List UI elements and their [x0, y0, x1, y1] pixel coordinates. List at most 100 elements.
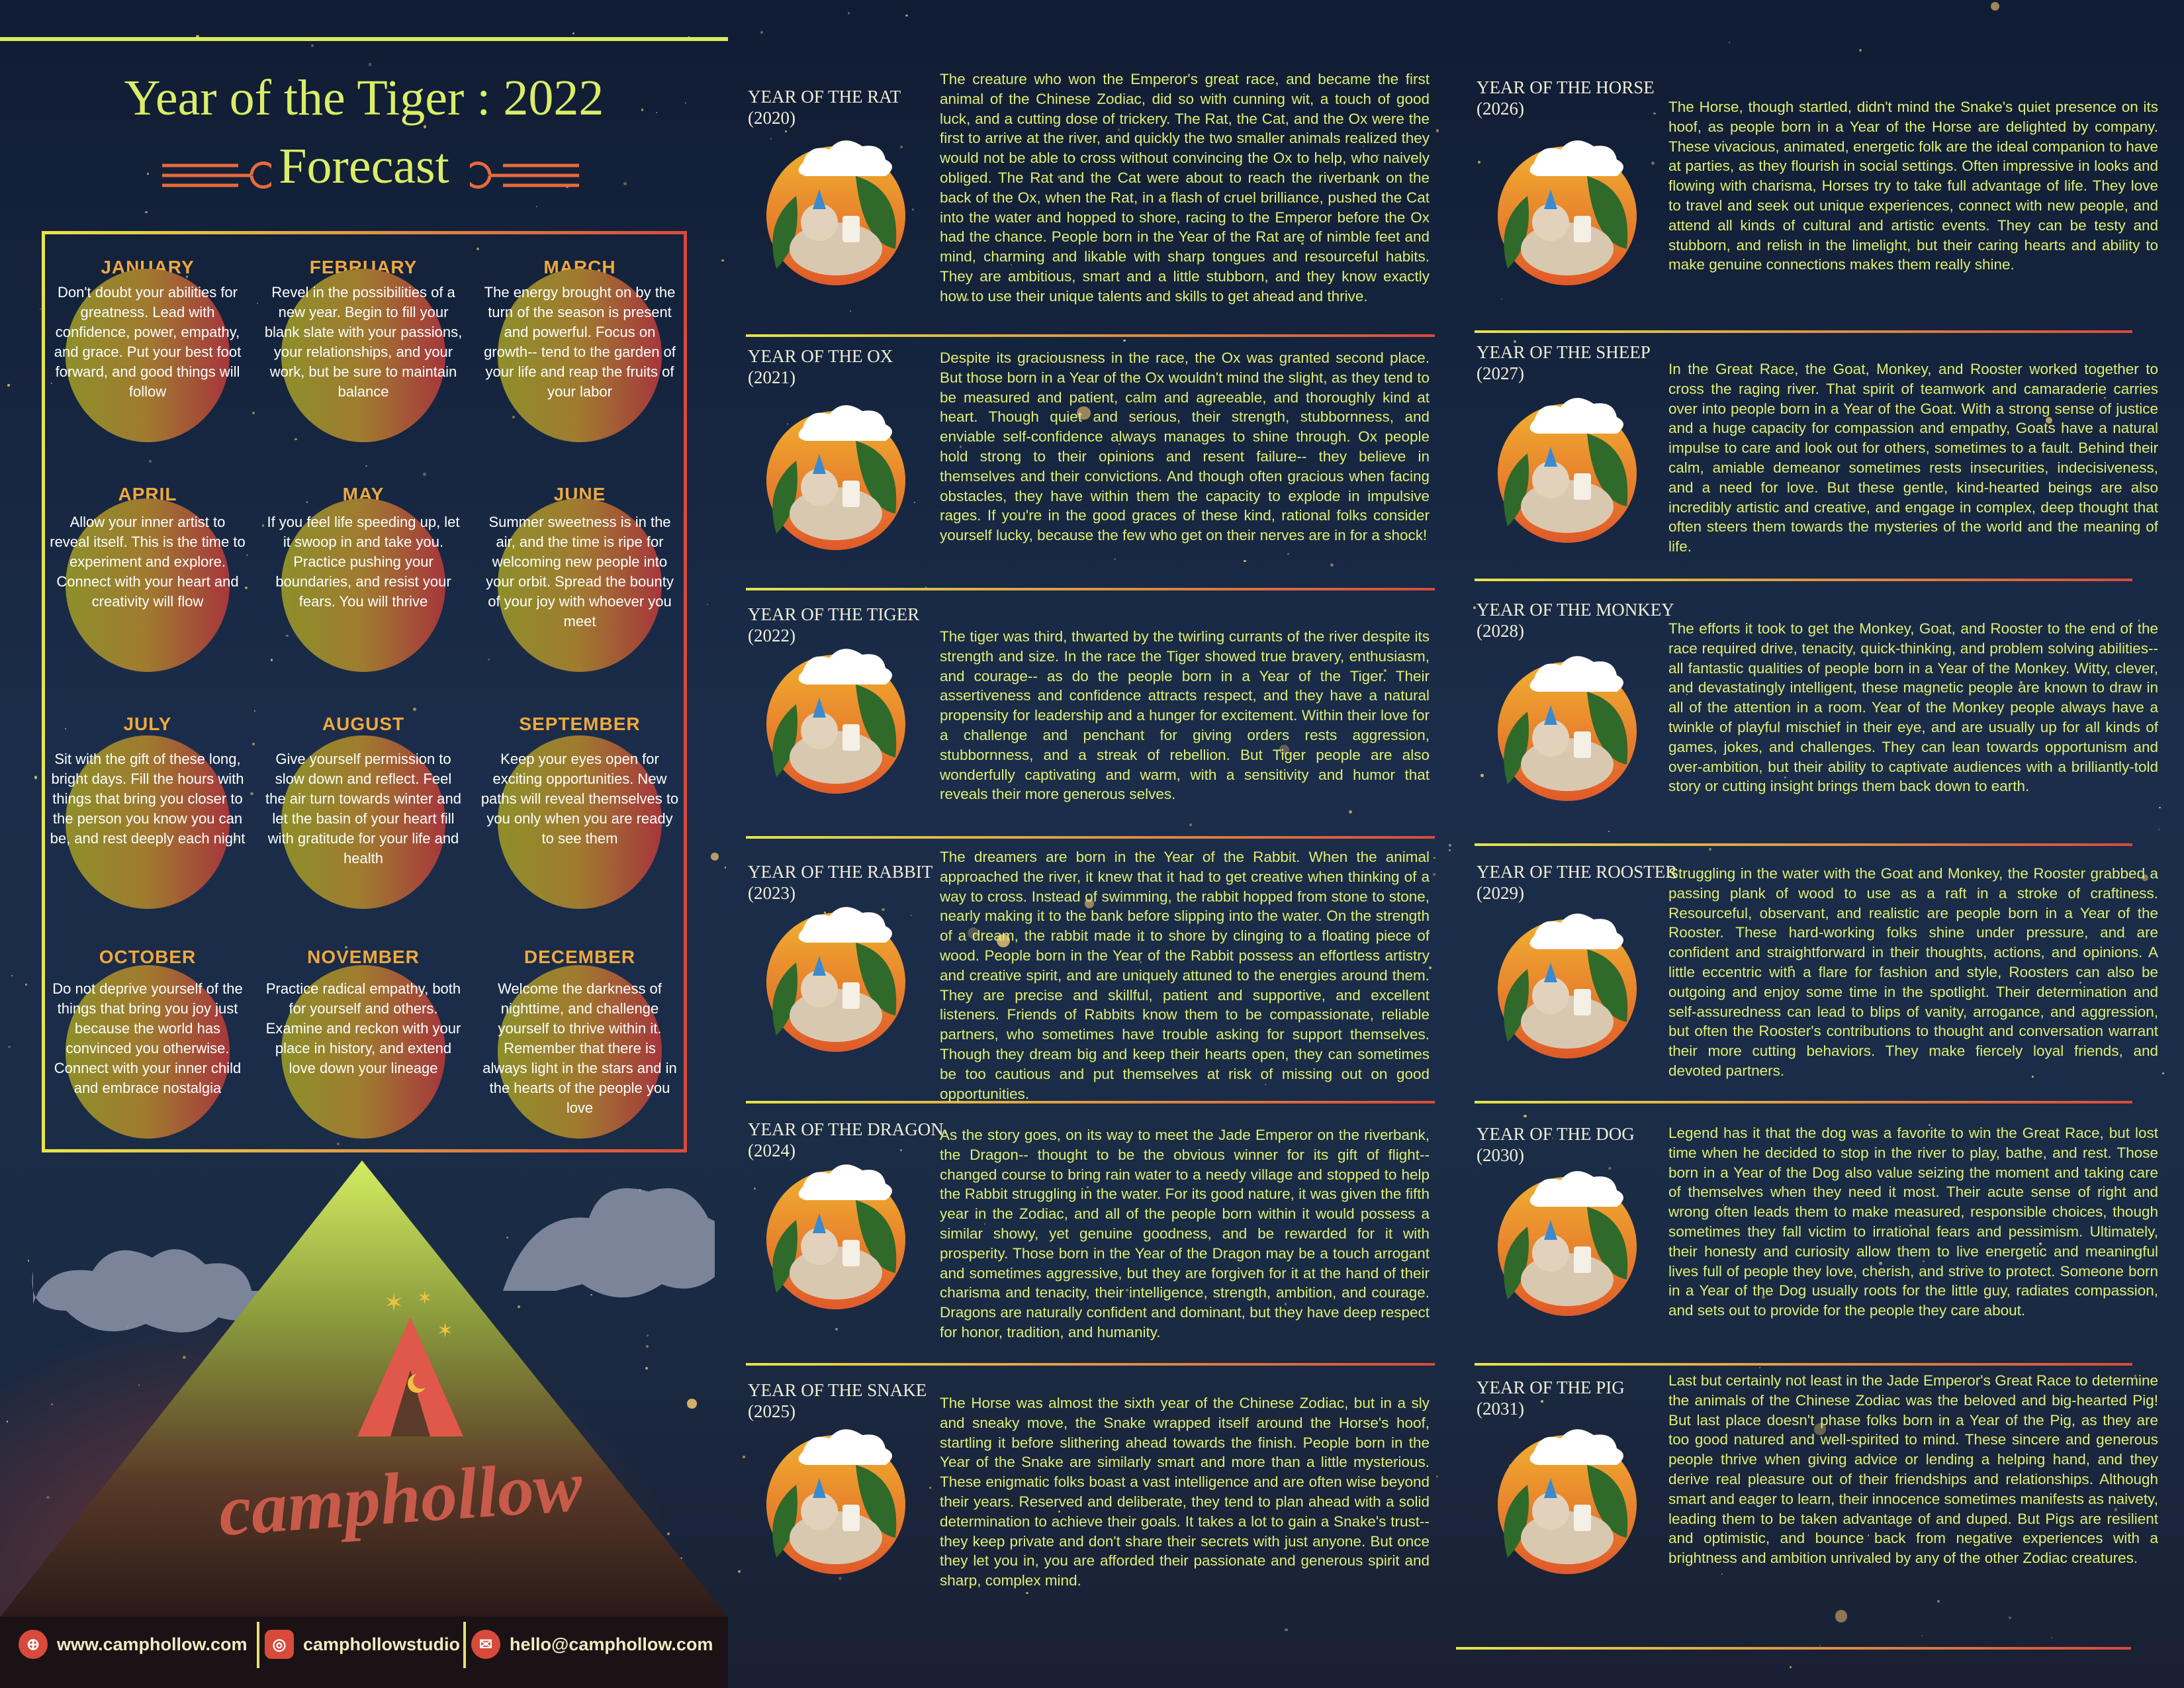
star: [666, 1532, 670, 1535]
zodiac-year: (2023): [748, 883, 796, 903]
month-label: NOVEMBER: [307, 947, 420, 967]
month-forecast-text: Revel in the possibilities of a new year…: [264, 284, 463, 400]
star: [2104, 397, 2106, 399]
star: [1058, 1511, 1060, 1513]
star: [183, 1356, 186, 1360]
star: [724, 867, 727, 868]
star: [1942, 785, 1946, 788]
star: [1429, 966, 1432, 969]
star: [1858, 48, 1862, 52]
star: [1140, 939, 1143, 942]
star: [905, 14, 908, 17]
star: [1524, 1114, 1527, 1117]
star: [1189, 823, 1192, 826]
star: [770, 138, 772, 140]
star: [848, 12, 850, 15]
section-divider: [746, 588, 1435, 590]
email-text: hello@camphollow.com: [510, 1634, 713, 1654]
month-forecast-text: Summer sweetness is in the air, and the …: [486, 514, 674, 630]
website-text: www.camphollow.com: [57, 1634, 248, 1654]
star: [7, 383, 11, 387]
zodiac-heading: YEAR OF THE RABBIT (2023): [748, 861, 933, 904]
zodiac-title: YEAR OF THE ROOSTER: [1477, 862, 1678, 882]
star: [2038, 1243, 2042, 1246]
star: [1265, 1083, 1267, 1085]
star: [646, 1334, 649, 1336]
star: [760, 30, 764, 34]
star: [34, 776, 38, 780]
star: [641, 109, 644, 111]
sheep-illustration: [1498, 398, 1637, 543]
section-divider: [746, 334, 1435, 337]
star: [743, 1455, 745, 1458]
star: [2161, 1072, 2165, 1075]
star: [1134, 402, 1137, 404]
star: [1118, 443, 1120, 445]
zodiac-title: YEAR OF THE DOG: [1477, 1124, 1635, 1144]
star: [1708, 847, 1712, 851]
star: [913, 501, 916, 504]
star: [1722, 1203, 1725, 1206]
zodiac-description: The creature who won the Emperor's great…: [940, 71, 1430, 305]
star: [2114, 1508, 2118, 1511]
zodiac-year: (2026): [1477, 99, 1524, 118]
star: [1245, 1542, 1248, 1546]
star: [1113, 558, 1116, 561]
instagram-link[interactable]: ◎ camphollowstudio: [265, 1630, 460, 1659]
star: [311, 44, 314, 48]
star: [46, 1495, 50, 1499]
star: [911, 209, 914, 211]
star: [900, 1149, 902, 1151]
month-circle: [498, 498, 662, 672]
star: [2045, 416, 2053, 424]
star: [1287, 553, 1289, 555]
star: [1117, 128, 1120, 131]
zodiac-description: The dreamers are born in the Year of the…: [940, 849, 1430, 1102]
star: [1448, 843, 1452, 847]
zodiac-heading: YEAR OF THE ROOSTER (2029): [1477, 861, 1677, 904]
email-link[interactable]: ✉ hello@camphollow.com: [471, 1630, 713, 1659]
month-circle: [66, 965, 230, 1139]
star: [966, 298, 970, 302]
month-circle: [66, 498, 230, 672]
star: [28, 1260, 30, 1262]
section-divider: [1475, 1101, 2132, 1103]
star: [1231, 1192, 1233, 1194]
zodiac-description: Last but certainly not least in the Jade…: [1668, 1372, 2158, 1567]
star: [2019, 681, 2023, 684]
star: [1688, 1312, 1691, 1314]
star: [835, 1327, 838, 1331]
star: [823, 911, 827, 914]
zodiac-description: Despite its graciousness in the race, th…: [940, 350, 1430, 544]
section-divider: [746, 836, 1435, 839]
star: [2138, 620, 2140, 622]
star: [1879, 1261, 1883, 1265]
zodiac-title: YEAR OF THE SHEEP: [1477, 342, 1651, 362]
star: [6, 1421, 9, 1423]
section-divider: [1475, 330, 2132, 333]
snake-illustration: [766, 1429, 905, 1574]
zodiac-title: YEAR OF THE TIGER: [748, 604, 920, 624]
star: [645, 1367, 648, 1370]
zodiac-heading: YEAR OF THE TIGER (2022): [748, 604, 919, 646]
instagram-icon: ◎: [265, 1630, 294, 1659]
star: [2051, 1637, 2053, 1639]
cloud-illustration: [32, 1188, 715, 1333]
star: [146, 172, 149, 175]
month-forecast-text: Give yourself permission to slow down an…: [265, 751, 461, 867]
star: [2079, 981, 2081, 984]
star: [1126, 1289, 1128, 1291]
ox-illustration: [766, 405, 905, 550]
zodiac-heading: YEAR OF THE DOG (2030): [1477, 1123, 1635, 1166]
star: [1921, 1635, 1923, 1637]
star: [2159, 806, 2161, 809]
zodiac-year: (2024): [748, 1141, 796, 1160]
zodiac-year: (2021): [748, 367, 796, 387]
website-link[interactable]: ⊕ www.camphollow.com: [19, 1630, 248, 1659]
zodiac-title: YEAR OF THE SNAKE: [748, 1380, 927, 1400]
svg-text:✶: ✶: [384, 1291, 404, 1316]
star: [11, 974, 13, 976]
month-forecast-text: Practice radical empathy, both for yours…: [265, 980, 461, 1076]
star: [1300, 242, 1304, 246]
star: [785, 130, 787, 132]
